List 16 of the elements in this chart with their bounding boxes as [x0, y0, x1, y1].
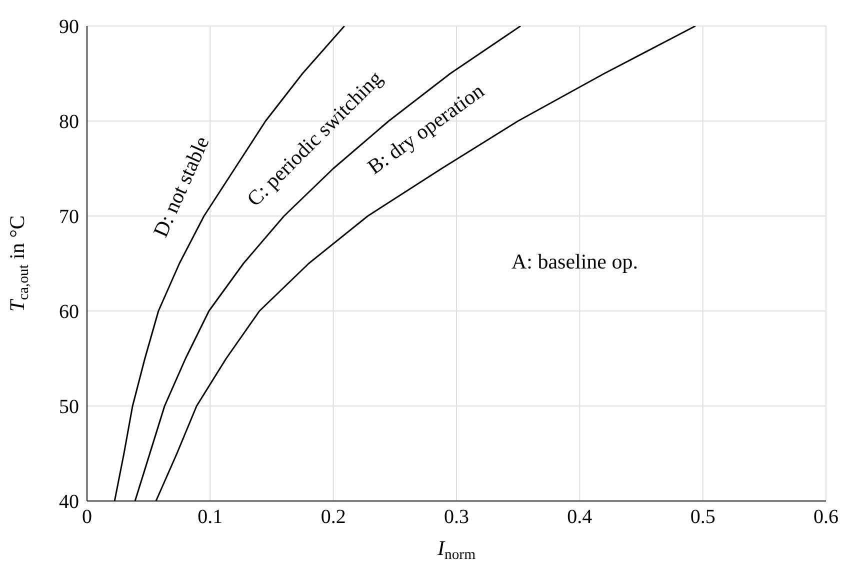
y-tick-label: 60 — [59, 301, 79, 324]
annotation: A: baseline op. — [511, 249, 638, 274]
x-tick-label: 0.2 — [320, 506, 346, 528]
y-tick-label: 40 — [59, 491, 79, 514]
x-tick-label: 0.6 — [814, 506, 838, 528]
x-tick-label: 0.1 — [198, 506, 223, 528]
x-tick-label: 0 — [82, 506, 92, 528]
y-tick-label: 50 — [59, 396, 79, 418]
x-tick-label: 0.3 — [444, 506, 469, 528]
y-tick-label: 80 — [59, 111, 79, 134]
x-tick-label: 0.5 — [690, 506, 716, 528]
x-axis-title: I$_{norm}$ — [436, 536, 476, 563]
y-tick-label: 90 — [59, 16, 79, 38]
x-tick-label: 0.4 — [567, 506, 592, 528]
annotation: D: not stable — [148, 132, 214, 241]
y-tick-label: 70 — [59, 206, 79, 228]
